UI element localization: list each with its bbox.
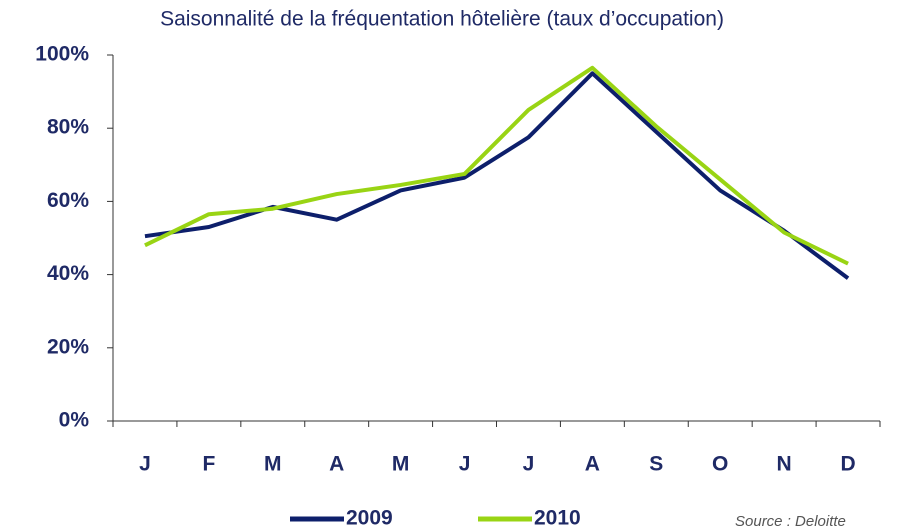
legend-label: 2009 [346, 507, 393, 530]
y-tick-label: 0% [59, 409, 90, 432]
chart-title: Saisonnalité de la fréquentation hôteliè… [160, 8, 724, 31]
series-line [144, 71, 850, 280]
x-tick-label: F [202, 453, 215, 476]
y-tick-label: 60% [47, 189, 89, 212]
legend-label: 2010 [534, 507, 581, 530]
y-tick-label: 40% [47, 262, 89, 285]
x-tick-label: A [329, 453, 344, 476]
x-tick-label: J [523, 453, 535, 476]
x-tick-label: M [392, 453, 410, 476]
source: Source : Deloitte [735, 513, 846, 530]
x-tick-label: A [585, 453, 600, 476]
x-tick-label: J [459, 453, 471, 476]
x-tick-label: D [840, 453, 855, 476]
y-tick-label: 80% [47, 116, 89, 139]
x-tick-label: O [712, 453, 728, 476]
x-tick-label: M [264, 453, 282, 476]
x-tick-label: N [777, 453, 792, 476]
series-line [144, 65, 849, 266]
y-tick-label: 100% [35, 43, 89, 66]
x-tick-label: J [139, 453, 151, 476]
y-tick-label: 20% [47, 335, 89, 358]
x-tick-label: S [649, 453, 663, 476]
